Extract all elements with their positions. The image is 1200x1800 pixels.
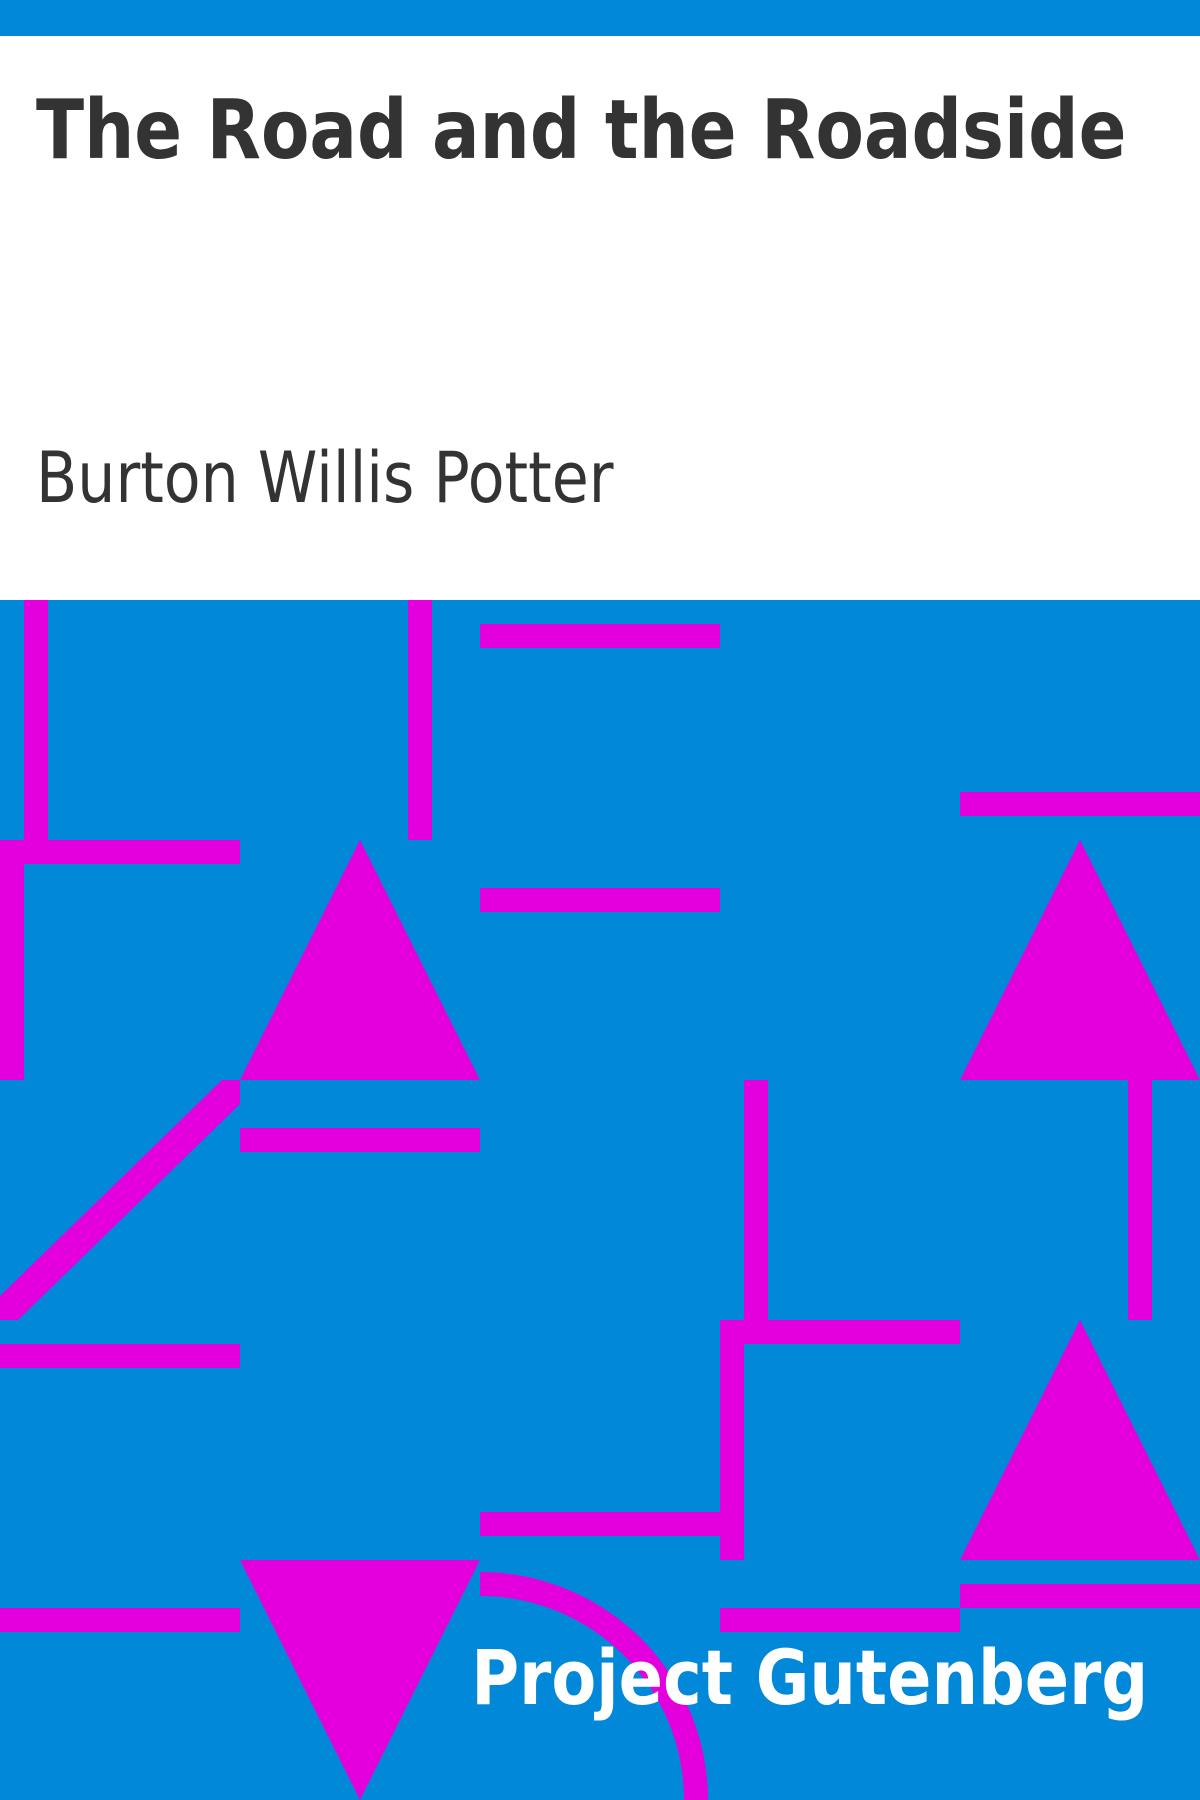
top-stripe: [0, 0, 1200, 36]
pattern-bar-h: [0, 1608, 240, 1632]
pattern-bar-h: [0, 1344, 240, 1368]
pattern-bar-v: [744, 1080, 768, 1320]
pattern-bar-h: [960, 792, 1200, 816]
pattern-triangle-down: [240, 1560, 480, 1800]
pattern-bar-v: [720, 1320, 744, 1560]
pattern-bar-v: [1128, 1080, 1152, 1320]
pattern-bar-h: [480, 888, 720, 912]
pattern-triangle-up: [960, 1320, 1200, 1560]
pattern-bar-h: [0, 840, 240, 864]
cover-pattern: [0, 600, 1200, 1800]
pattern-bar-v: [0, 840, 24, 1080]
pattern-bar-h: [240, 1128, 480, 1152]
publisher-name: Project Gutenberg: [471, 1633, 1148, 1722]
pattern-bar-h: [480, 1512, 720, 1536]
book-title: The Road and the Roadside: [36, 83, 1127, 178]
pattern-bar-h: [720, 1608, 960, 1632]
book-author: Burton Willis Potter: [36, 437, 614, 519]
pattern-triangle-up: [960, 840, 1200, 1080]
pattern-shapes: [0, 600, 1200, 1800]
cover-pattern-svg: [0, 600, 1200, 1800]
pattern-bar-h: [960, 1584, 1200, 1608]
pattern-triangle-up: [240, 840, 480, 1080]
pattern-diagonal: [0, 1080, 240, 1320]
pattern-bar-h: [480, 624, 720, 648]
pattern-arc: [480, 1572, 708, 1800]
pattern-bar-v: [24, 600, 48, 840]
pattern-bar-v: [408, 600, 432, 840]
pattern-bar-h: [720, 1320, 960, 1344]
